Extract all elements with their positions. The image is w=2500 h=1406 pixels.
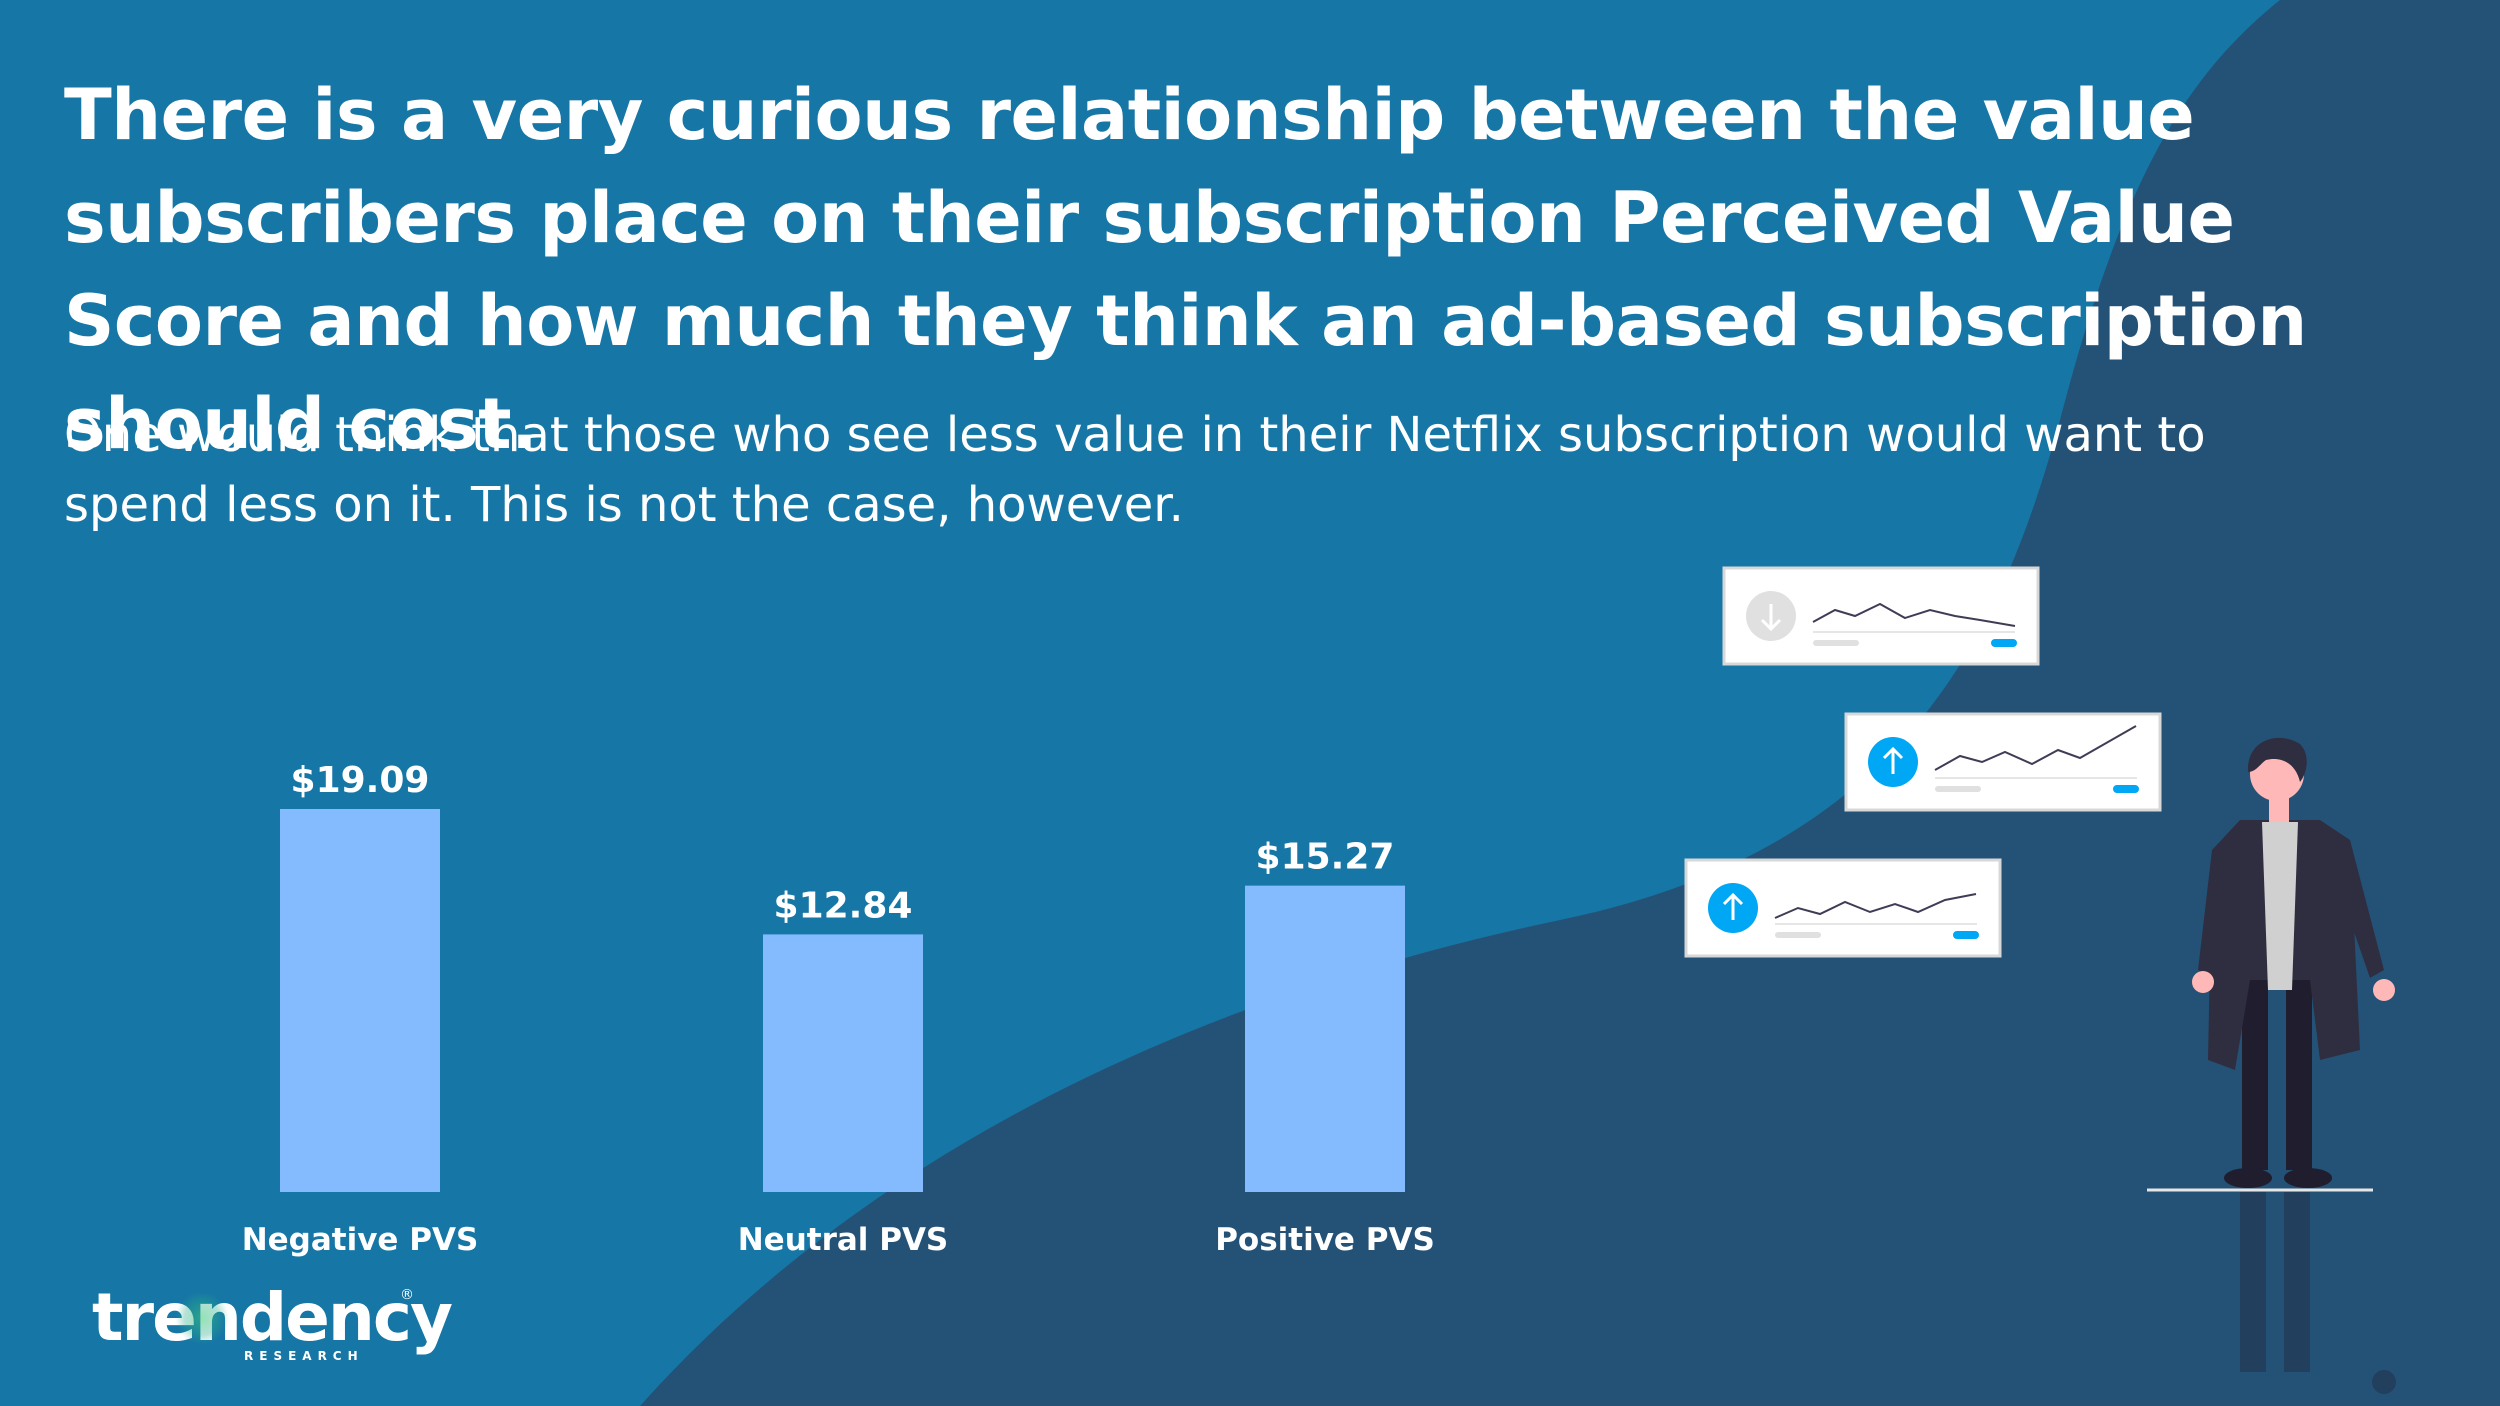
logo-wordmark: trendency [92,1279,453,1356]
person-reflection [2240,1192,2396,1394]
data-label: $19.09 [291,760,430,801]
trend-line-down [1812,602,2016,627]
background-dark-wave [640,0,2500,1406]
trend-card-up-2 [1684,858,2002,958]
category-label: Positive PVS [1215,1222,1435,1258]
subtitle: One would think that those who see less … [64,407,2206,533]
logo-subtitle: RESEARCH [244,1349,364,1363]
logo-registered-mark: ® [400,1287,414,1303]
bar-positive-pvs [1245,885,1405,1192]
trendency-logo: trendency ® RESEARCH [92,1279,453,1364]
headline: There is a very curious relationship bet… [64,74,2307,465]
bar-negative-pvs [280,809,440,1192]
bar-neutral-pvs [763,934,923,1192]
category-label: Neutral PVS [738,1222,949,1258]
bar-chart: $19.09 Negative PVS $12.84 Neutral PVS $15.2… [242,760,1435,1258]
trend-card-down [1722,566,2040,666]
data-label: $15.27 [1256,837,1395,878]
person-figure [2147,737,2396,1394]
category-label: Negative PVS [242,1222,479,1258]
analytics-person-illustration [1684,566,2396,1394]
data-label: $12.84 [774,885,913,926]
trend-line-up [1774,893,1977,919]
trend-line-up [1934,725,2137,771]
trend-card-up-1 [1844,712,2162,812]
